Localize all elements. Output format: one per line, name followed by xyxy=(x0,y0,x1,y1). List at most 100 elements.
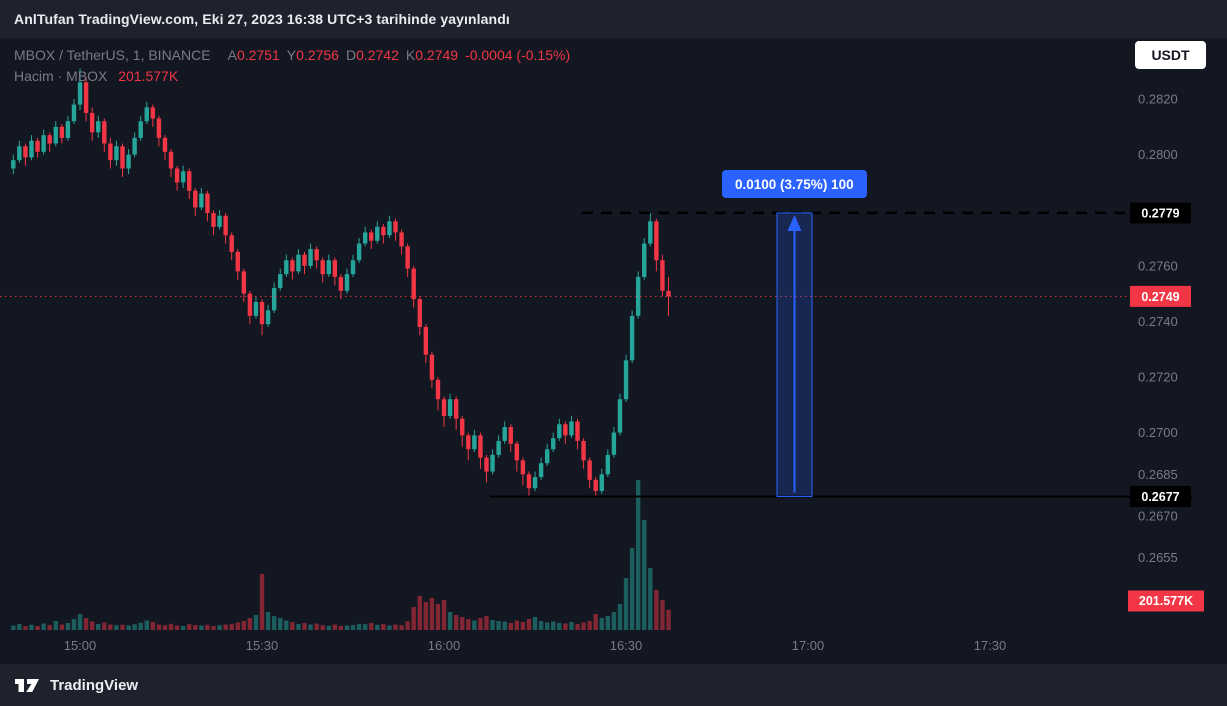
resistance-axis-label-text: 0.2779 xyxy=(1141,206,1179,220)
volume-bar xyxy=(520,622,526,630)
volume-bar xyxy=(314,623,319,630)
candle-body xyxy=(89,112,95,133)
candle-body xyxy=(551,438,556,450)
volume-bar xyxy=(41,623,46,630)
high-value: 0.2756 xyxy=(296,47,339,63)
volume-bar xyxy=(229,624,234,630)
volume-bar xyxy=(654,590,659,630)
volume-bar xyxy=(108,624,113,630)
volume-bar xyxy=(59,624,65,630)
volume-bar xyxy=(490,620,495,630)
candle-body xyxy=(162,137,168,152)
candle-body xyxy=(29,140,34,158)
price-tick-label: 0.2655 xyxy=(1138,550,1178,565)
resistance-axis-label-box xyxy=(1130,202,1191,224)
volume-bar xyxy=(484,616,489,630)
volume-bar xyxy=(399,625,404,630)
volume-bar xyxy=(642,520,647,630)
volume-bar xyxy=(265,612,271,630)
candle-body xyxy=(47,135,52,144)
candle-body xyxy=(241,271,247,294)
candle-body xyxy=(460,418,465,436)
price-tick-label: 0.2670 xyxy=(1138,509,1178,524)
price-tick-label: 0.2740 xyxy=(1138,314,1178,329)
volume-bar xyxy=(132,624,137,630)
candle-body xyxy=(59,126,65,138)
publish-info-text: AnlTufan TradingView.com, Eki 27, 2023 1… xyxy=(14,11,510,27)
chart-svg[interactable]: 0.2820 0.2800 0.2760 0.2740 0.2720 0.2700 0.26… xyxy=(0,38,1227,664)
candle-body xyxy=(193,190,198,208)
volume-bar xyxy=(35,626,40,630)
candle-body xyxy=(259,301,265,325)
candle-body xyxy=(611,432,617,455)
price-axis[interactable]: 0.2820 0.2800 0.2760 0.2740 0.2720 0.2700 0.26… xyxy=(1128,92,1204,612)
candle-body xyxy=(648,221,653,244)
currency-toggle-button[interactable]: USDT xyxy=(1135,41,1206,69)
level-lines[interactable] xyxy=(0,211,1192,498)
candle-body xyxy=(150,107,156,119)
candle-body xyxy=(514,443,520,461)
candle-body xyxy=(605,454,611,475)
volume-bar xyxy=(460,617,465,630)
candle-body xyxy=(71,104,77,122)
volume-bar xyxy=(138,622,143,630)
time-tick-label: 15:30 xyxy=(246,638,279,653)
candle-body xyxy=(114,146,119,161)
candle-body xyxy=(575,421,580,441)
candle-body xyxy=(532,477,538,489)
candle-body xyxy=(423,326,429,355)
volume-bar xyxy=(271,616,277,630)
time-axis[interactable]: 15:00 15:30 16:00 16:30 17:00 17:30 xyxy=(64,638,1007,653)
measure-tooltip[interactable]: 0.0100 (3.75%) 100 xyxy=(722,170,867,198)
candle-body xyxy=(362,232,368,244)
volume-bar xyxy=(629,548,635,630)
volume-bar xyxy=(180,626,186,630)
tradingview-logo-icon[interactable] xyxy=(14,673,41,697)
candle-body xyxy=(187,171,192,191)
volume-bar xyxy=(569,622,574,630)
volume-bar xyxy=(205,624,210,630)
time-tick-label: 17:00 xyxy=(792,638,825,653)
volume-bar xyxy=(17,624,22,630)
chart-region[interactable]: 0.2820 0.2800 0.2760 0.2740 0.2720 0.2700 0.26… xyxy=(0,38,1227,664)
candle-body xyxy=(168,151,174,169)
volume-bar xyxy=(223,624,228,630)
candle-body xyxy=(623,360,629,400)
candle-body xyxy=(278,274,283,289)
volume-bar xyxy=(526,619,532,630)
time-tick-label: 17:30 xyxy=(974,638,1007,653)
volume-bar xyxy=(502,621,507,630)
candles-layer xyxy=(11,68,671,497)
volume-bar xyxy=(217,625,222,630)
volume-bar xyxy=(47,625,52,630)
volume-bar xyxy=(11,625,16,630)
volume-bar xyxy=(648,568,653,630)
measure-tool[interactable] xyxy=(776,212,813,498)
volume-bar xyxy=(514,620,520,630)
candle-body xyxy=(132,137,137,155)
candle-body xyxy=(569,421,574,436)
volume-bar xyxy=(356,623,362,630)
candle-body xyxy=(411,268,416,300)
candle-body xyxy=(453,399,459,419)
candle-body xyxy=(35,140,40,152)
candle-body xyxy=(102,121,107,144)
volume-bar xyxy=(187,624,192,630)
volume-bar xyxy=(253,615,259,630)
brand-name[interactable]: TradingView xyxy=(50,676,139,694)
volume-bar xyxy=(89,621,95,630)
candle-body xyxy=(11,160,16,169)
candle-body xyxy=(156,118,162,138)
volume-bar xyxy=(429,598,435,630)
candle-body xyxy=(375,226,380,241)
chart-legend[interactable]: MBOX / TetherUS, 1, BINANCE A0.2751 Y0.275… xyxy=(14,45,570,87)
volume-bar xyxy=(241,621,247,630)
low-label: D xyxy=(345,47,357,63)
candle-body xyxy=(599,474,604,491)
time-tick-label: 16:30 xyxy=(610,638,643,653)
volume-bar xyxy=(411,607,416,630)
volume-bar xyxy=(623,578,629,630)
candle-body xyxy=(478,435,483,458)
candle-body xyxy=(144,107,149,122)
candle-body xyxy=(120,146,125,169)
